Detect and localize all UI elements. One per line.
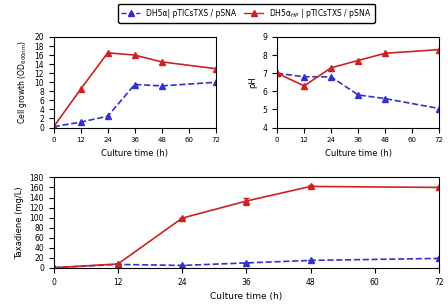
X-axis label: Culture time (h): Culture time (h): [210, 292, 283, 301]
X-axis label: Culture time (h): Culture time (h): [325, 149, 392, 158]
X-axis label: Culture time (h): Culture time (h): [101, 149, 168, 158]
Y-axis label: Cell growth (OD$_{600nm}$): Cell growth (OD$_{600nm}$): [16, 40, 29, 124]
Y-axis label: pH: pH: [248, 76, 257, 88]
Y-axis label: Taxadiene (mg/L): Taxadiene (mg/L): [15, 186, 24, 259]
Legend: DH5α| pTICsTXS / pSNA, DH5α$_{HP}$ | pTICsTXS / pSNA: DH5α| pTICsTXS / pSNA, DH5α$_{HP}$ | pTI…: [118, 4, 375, 23]
